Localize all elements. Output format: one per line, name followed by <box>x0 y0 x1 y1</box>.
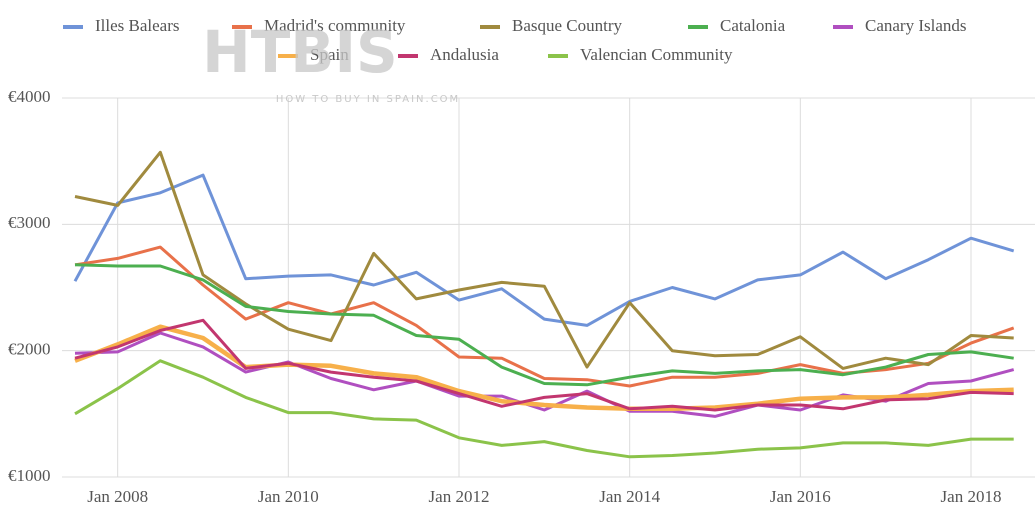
legend-label: Basque Country <box>512 16 623 35</box>
series-line <box>74 359 1014 459</box>
x-tick-label: Jan 2010 <box>258 487 319 506</box>
y-tick-label: €4000 <box>8 87 51 106</box>
x-tick-label: Jan 2008 <box>87 487 148 506</box>
x-tick-label: Jan 2016 <box>770 487 831 506</box>
watermark-logo: HTBIS <box>202 18 398 86</box>
series-line <box>74 318 1014 412</box>
series-line <box>74 150 1014 370</box>
watermark-tagline: HOW TO BUY IN SPAIN.COM <box>276 94 460 105</box>
legend-label: Madrid's community <box>264 16 406 35</box>
legend-label: Andalusia <box>430 45 499 64</box>
series-line <box>73 173 1015 327</box>
legend-label: Spain <box>310 45 349 64</box>
series-line <box>74 263 1014 387</box>
y-tick-label: €2000 <box>8 340 51 359</box>
legend-label: Valencian Community <box>580 45 733 64</box>
x-tick-label: Jan 2014 <box>599 487 660 506</box>
plot: €1000 €2000 €3000 €4000 Jan 2008 Jan 2010 Jan … <box>8 16 1035 506</box>
series-line <box>74 324 1014 412</box>
x-tick-label: Jan 2018 <box>941 487 1002 506</box>
legend-label: Canary Islands <box>865 16 967 35</box>
legend-label: Illes Balears <box>95 16 180 35</box>
legend-label: Catalonia <box>720 16 786 35</box>
x-tick-label: Jan 2012 <box>429 487 490 506</box>
y-tick-label: €1000 <box>8 466 51 485</box>
series-line <box>74 245 1015 388</box>
y-tick-label: €3000 <box>8 213 51 232</box>
